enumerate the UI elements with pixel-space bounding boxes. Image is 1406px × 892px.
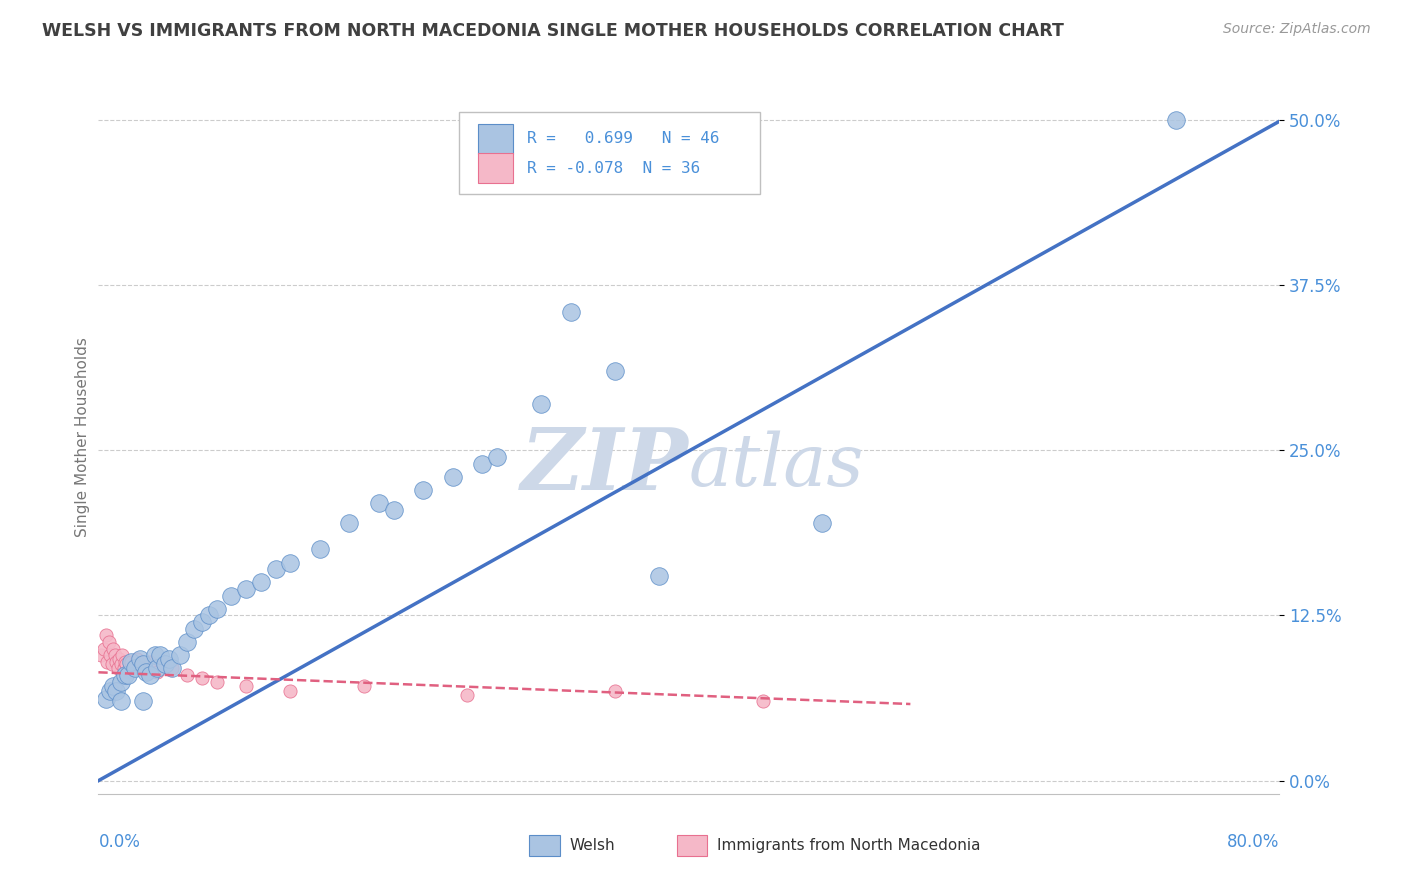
Point xyxy=(191,671,214,685)
Point xyxy=(149,648,172,662)
Point xyxy=(93,641,115,656)
Point xyxy=(280,556,302,570)
Point xyxy=(146,661,169,675)
Point xyxy=(110,694,132,708)
Point xyxy=(176,668,198,682)
Point xyxy=(183,622,205,636)
Point xyxy=(264,562,287,576)
Point xyxy=(120,655,142,669)
Text: atlas: atlas xyxy=(689,430,865,501)
Point xyxy=(132,694,155,708)
Point xyxy=(132,661,155,675)
Point xyxy=(90,648,112,662)
Bar xyxy=(478,153,513,183)
Point xyxy=(648,569,671,583)
Point xyxy=(143,648,166,662)
Point xyxy=(162,661,183,675)
Point xyxy=(139,655,162,669)
Point xyxy=(560,304,582,318)
Point xyxy=(176,635,198,649)
Point xyxy=(105,683,128,698)
Bar xyxy=(678,835,707,856)
Point xyxy=(1166,112,1188,127)
Point xyxy=(752,694,775,708)
Point xyxy=(124,661,146,675)
Point xyxy=(110,674,132,689)
Point xyxy=(128,657,150,672)
Point xyxy=(191,615,214,629)
Point xyxy=(115,657,138,672)
Point xyxy=(107,661,129,675)
Point xyxy=(117,668,139,682)
Point xyxy=(280,683,302,698)
Point xyxy=(105,655,128,669)
Point xyxy=(250,575,273,590)
Point xyxy=(810,516,832,530)
Point xyxy=(96,655,118,669)
Point xyxy=(98,648,121,662)
Text: Source: ZipAtlas.com: Source: ZipAtlas.com xyxy=(1223,22,1371,37)
Point xyxy=(114,655,136,669)
Text: 0.0%: 0.0% xyxy=(98,833,141,851)
Point xyxy=(205,602,228,616)
Point xyxy=(605,364,627,378)
Point xyxy=(98,683,121,698)
Text: Immigrants from North Macedonia: Immigrants from North Macedonia xyxy=(717,838,980,853)
Point xyxy=(117,665,139,680)
Point xyxy=(108,652,131,666)
Bar xyxy=(478,124,513,153)
Point xyxy=(339,516,361,530)
Point xyxy=(132,657,155,672)
Text: Welsh: Welsh xyxy=(569,838,614,853)
Point xyxy=(128,652,150,666)
Point xyxy=(122,661,145,675)
Point xyxy=(382,502,405,516)
Point xyxy=(169,648,191,662)
Point xyxy=(97,635,120,649)
Point xyxy=(146,665,169,680)
Point xyxy=(125,652,148,666)
Point xyxy=(162,661,183,675)
Point xyxy=(412,483,434,497)
Point xyxy=(457,688,479,702)
Point xyxy=(157,652,180,666)
Point xyxy=(235,582,257,596)
Point xyxy=(441,469,464,483)
Bar xyxy=(530,835,560,856)
Point xyxy=(94,628,117,642)
Point xyxy=(94,691,117,706)
Point xyxy=(120,655,142,669)
Point xyxy=(112,661,135,675)
Point xyxy=(309,542,332,557)
Point xyxy=(111,648,134,662)
Point xyxy=(100,657,122,672)
Point xyxy=(103,641,125,656)
Point xyxy=(153,657,176,672)
Point xyxy=(135,665,157,680)
Point xyxy=(205,674,228,689)
Y-axis label: Single Mother Households: Single Mother Households xyxy=(75,337,90,537)
FancyBboxPatch shape xyxy=(458,112,759,194)
Point xyxy=(104,648,127,662)
Point xyxy=(530,397,553,411)
Point xyxy=(221,589,243,603)
Point xyxy=(114,668,136,682)
Point xyxy=(486,450,509,464)
Point xyxy=(368,496,391,510)
Point xyxy=(605,683,627,698)
Text: 80.0%: 80.0% xyxy=(1227,833,1279,851)
Point xyxy=(139,668,162,682)
Point xyxy=(153,657,176,672)
Point xyxy=(110,657,132,672)
Text: R = -0.078  N = 36: R = -0.078 N = 36 xyxy=(527,161,700,176)
Point xyxy=(103,679,125,693)
Text: ZIP: ZIP xyxy=(522,424,689,508)
Point xyxy=(471,457,494,471)
Text: R =   0.699   N = 46: R = 0.699 N = 46 xyxy=(527,131,720,146)
Point xyxy=(353,679,375,693)
Text: WELSH VS IMMIGRANTS FROM NORTH MACEDONIA SINGLE MOTHER HOUSEHOLDS CORRELATION CH: WELSH VS IMMIGRANTS FROM NORTH MACEDONIA… xyxy=(42,22,1064,40)
Point xyxy=(235,679,257,693)
Point xyxy=(198,608,221,623)
